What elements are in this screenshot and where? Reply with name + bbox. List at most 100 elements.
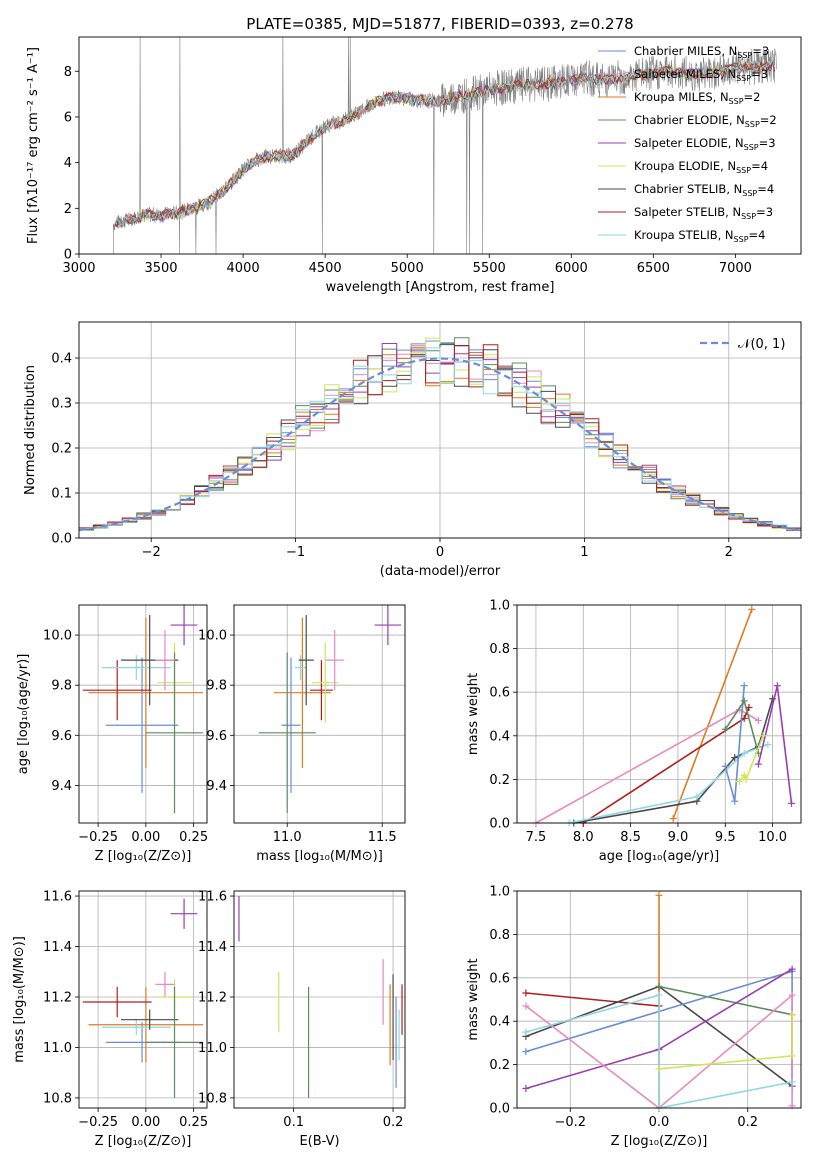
plot-frame <box>78 36 802 255</box>
y-axis-label: mass weight <box>466 673 481 755</box>
y-tick-label: 9.8 <box>206 679 227 694</box>
normal-curve <box>78 357 802 532</box>
model-spectrum <box>114 59 776 228</box>
x-axis-label: Z [log₁₀(Z/Z⊙)] <box>611 1134 708 1149</box>
x-tick-label: 0.00 <box>131 1115 160 1130</box>
x-tick-label: 4000 <box>227 261 260 276</box>
y-tick-label: 0.0 <box>489 1102 510 1117</box>
y-tick-label: 8 <box>64 65 72 80</box>
panels: 3000 3500 4000 4500 5000 5500 6000 6500 7000 0 2 4 6… <box>12 36 802 1149</box>
x-axis-label: Z [log₁₀(Z/Z⊙)] <box>95 849 192 864</box>
y-axis-label: mass weight <box>466 958 481 1040</box>
x-tick-label: 5000 <box>391 261 424 276</box>
plot-frame <box>516 604 802 824</box>
model-spectrum <box>114 60 776 227</box>
x-tick-label: 0.25 <box>179 1115 208 1130</box>
weight-vs-z-panel: −0.2 0.0 0.2 0.0 0.2 0.4 0.6 0.8 1.0 Z [log₁₀(Z/Z… <box>466 885 802 1149</box>
y-tick-label: 10.8 <box>43 1091 72 1106</box>
x-tick-label: 6000 <box>555 261 588 276</box>
residuals-panel: −2 −1 0 1 2 0.0 0.1 0.2 0.3 0.4 (data-model)/error… <box>23 321 802 579</box>
y-axis-label: Flux [fλ10⁻¹⁷ erg cm⁻² s⁻¹ A⁻¹] <box>26 47 41 244</box>
x-tick-label: 7.5 <box>526 830 547 845</box>
y-tick-label: 10.0 <box>198 629 227 644</box>
legend-label: Chabrier ELODIE, NSSP=2 <box>634 113 777 129</box>
x-axis-label: wavelength [Angstrom, rest frame] <box>326 280 555 295</box>
y-tick-label: 0.6 <box>489 686 510 701</box>
y-tick-label: 0.8 <box>489 928 510 943</box>
plot-frame <box>233 604 406 824</box>
x-tick-label: 0.2 <box>383 1115 404 1130</box>
mass-vs-z-panel: −0.25 0.00 0.25 10.8 11.0 11.2 11.4 11.6 Z [log₁… <box>12 890 208 1149</box>
y-axis-label: mass [log₁₀(M/M⊙)] <box>12 936 27 1063</box>
x-tick-label: 0.1 <box>283 1115 304 1130</box>
y-tick-label: 0.2 <box>489 1058 510 1073</box>
x-tick-label: 4500 <box>309 261 342 276</box>
y-tick-label: 0.2 <box>489 773 510 788</box>
legend-label: Kroupa STELIB, NSSP=4 <box>634 228 765 244</box>
weight-line <box>568 743 769 824</box>
x-tick-label: 8.5 <box>620 830 641 845</box>
y-tick-label: 0.4 <box>489 1015 510 1030</box>
y-tick-label: 1.0 <box>489 599 510 614</box>
y-tick-label: 9.6 <box>206 729 227 744</box>
x-tick-label: 3500 <box>144 261 177 276</box>
weight-line <box>525 994 793 1109</box>
weight-line <box>738 735 764 783</box>
y-tick-label: 0.0 <box>51 532 72 547</box>
y-tick-label: 10.0 <box>43 629 72 644</box>
x-axis-label: mass [log₁₀(M/M⊙)] <box>256 849 383 864</box>
legend-label: Chabrier STELIB, NSSP=4 <box>634 182 774 198</box>
x-axis-label: Z [log₁₀(Z/Z⊙)] <box>95 1134 192 1149</box>
weight-line <box>525 992 660 1007</box>
y-tick-label: 9.4 <box>206 779 227 794</box>
legend-label: Kroupa MILES, NSSP=2 <box>634 90 760 106</box>
x-tick-label: 9.5 <box>715 830 736 845</box>
plot-frame <box>233 890 406 1109</box>
y-tick-label: 0.8 <box>489 642 510 657</box>
plot-frame <box>78 890 208 1109</box>
x-tick-label: −0.2 <box>554 1115 586 1130</box>
mass-vs-ebv-panel: 0.1 0.2 10.8 11.0 11.2 11.4 11.6 E(B-V) <box>198 890 406 1149</box>
x-tick-label: 5500 <box>473 261 506 276</box>
legend-label: Salpeter ELODIE, NSSP=3 <box>634 136 776 152</box>
y-tick-label: 11.0 <box>198 1041 227 1056</box>
y-tick-label: 4 <box>64 156 72 171</box>
x-axis-label: E(B-V) <box>299 1134 339 1149</box>
y-tick-label: 0.3 <box>51 397 72 412</box>
x-tick-label: 0 <box>436 545 444 560</box>
y-tick-label: 11.4 <box>43 940 72 955</box>
x-tick-label: 0.2 <box>737 1115 758 1130</box>
figure-title: PLATE=0385, MJD=51877, FIBERID=0393, z=0… <box>246 15 633 33</box>
x-axis-label: age [log₁₀(age/yr)] <box>599 849 720 864</box>
x-tick-label: 2 <box>725 545 733 560</box>
x-tick-label: 0.00 <box>131 830 160 845</box>
model-spectrum <box>114 59 776 227</box>
x-tick-label: 0.0 <box>649 1115 670 1130</box>
y-tick-label: 11.2 <box>198 990 227 1005</box>
plot-frame <box>516 890 802 1109</box>
x-tick-label: 3000 <box>62 261 95 276</box>
x-tick-label: 0.25 <box>179 830 208 845</box>
x-axis-label: (data-model)/error <box>380 564 501 579</box>
y-tick-label: 0.1 <box>51 487 72 502</box>
y-tick-label: 1.0 <box>489 885 510 900</box>
legend-label: 𝒩(0, 1) <box>738 337 785 352</box>
y-tick-label: 11.4 <box>198 940 227 955</box>
y-tick-label: 9.8 <box>51 679 72 694</box>
y-tick-label: 0.2 <box>51 442 72 457</box>
y-tick-label: 9.6 <box>51 729 72 744</box>
age-vs-z-panel: −0.25 0.00 0.25 9.4 9.6 9.8 10.0 Z [log₁₀(Z/Z⊙)… <box>16 604 208 864</box>
x-tick-label: 6500 <box>637 261 670 276</box>
y-tick-label: 10.8 <box>198 1091 227 1106</box>
legend-label: Kroupa ELODIE, NSSP=4 <box>634 159 768 175</box>
y-tick-label: 0.4 <box>489 729 510 744</box>
weight-line <box>672 609 753 819</box>
x-tick-label: 8.0 <box>573 830 594 845</box>
y-tick-label: 0.6 <box>489 971 510 986</box>
x-tick-label: −2 <box>142 545 161 560</box>
legend-label: Salpeter MILES, NSSP=3 <box>634 67 768 83</box>
x-tick-label: −0.25 <box>78 830 118 845</box>
legend-label: Chabrier MILES, NSSP=3 <box>634 44 769 60</box>
y-tick-label: 11.6 <box>43 890 72 905</box>
